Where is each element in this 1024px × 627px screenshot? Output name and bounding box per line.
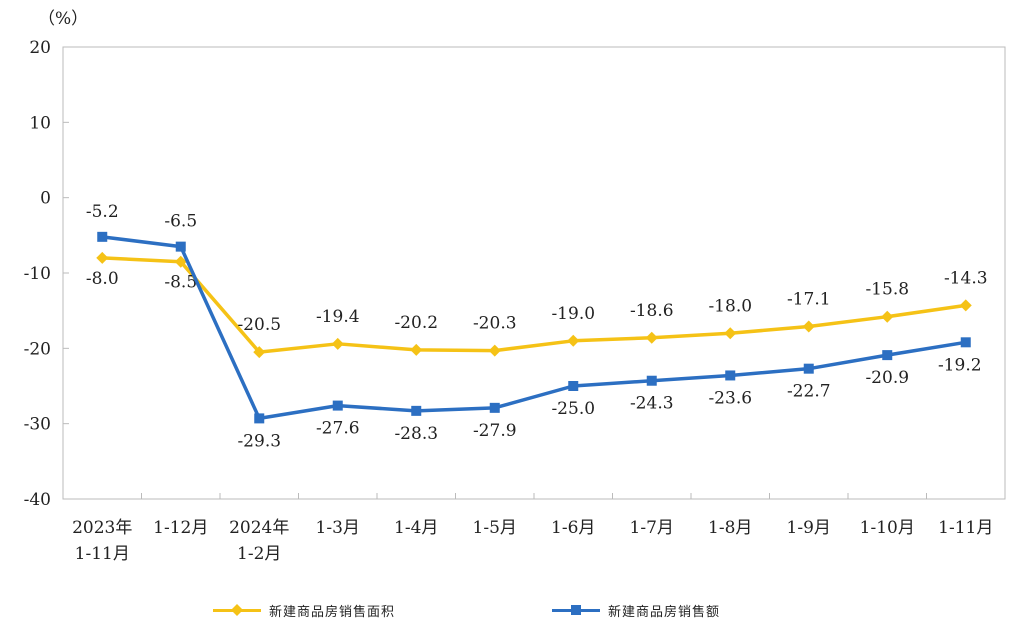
data-point-square [254, 413, 265, 424]
data-label: -20.9 [865, 368, 909, 388]
data-point-diamond [724, 327, 737, 340]
x-tick-label: 1-7月 [630, 518, 674, 538]
data-point-diamond [802, 320, 815, 333]
data-label: -18.0 [708, 296, 752, 316]
legend-line-amount [552, 604, 600, 615]
data-point-square [725, 370, 736, 381]
data-point-diamond [567, 334, 580, 347]
series-line-amount [102, 235, 967, 421]
data-label: -23.6 [708, 388, 752, 408]
legend: 新建商品房销售面积 新建商品房销售额 [0, 596, 1024, 624]
data-point-diamond [410, 343, 423, 356]
data-label: -6.5 [164, 212, 197, 232]
x-tick-label: 1-2月 [237, 544, 281, 564]
data-point-square [175, 241, 186, 252]
data-label: -17.1 [787, 289, 831, 309]
data-label: -19.4 [316, 307, 360, 327]
x-tick-label: 1-9月 [787, 518, 831, 538]
data-label: -20.5 [237, 315, 281, 335]
data-point-square [882, 350, 893, 361]
data-label: -22.7 [787, 382, 831, 402]
y-tick-label: -40 [24, 490, 51, 510]
data-point-diamond [959, 299, 972, 312]
data-point-square [97, 231, 108, 242]
square-marker-icon [571, 604, 581, 615]
data-label: -27.9 [473, 421, 517, 441]
x-tick-label: 2024年 [229, 518, 289, 538]
data-point-square [960, 337, 971, 348]
y-tick-label: 0 [40, 189, 51, 209]
x-tick-label: 1-10月 [860, 518, 915, 538]
data-point-square [803, 363, 814, 374]
legend-line-area [213, 603, 261, 616]
x-tick-label: 1-4月 [394, 518, 438, 538]
data-label: -29.3 [237, 431, 281, 451]
data-label: -25.0 [551, 399, 595, 419]
y-axis: 20 10 0 -10 -20 -30 -40 [24, 38, 69, 510]
x-tick-label: 1-11月 [938, 518, 993, 538]
y-tick-label: -20 [24, 339, 51, 359]
x-tick-label: 1-12月 [153, 518, 208, 538]
data-label: -8.0 [86, 269, 119, 289]
y-unit-label: （%） [38, 9, 88, 29]
x-tick-label: 1-6月 [551, 518, 595, 538]
y-tick-label: -30 [24, 415, 51, 435]
series-line-area [102, 256, 966, 354]
data-label: -20.2 [394, 313, 438, 333]
data-label: -27.6 [316, 419, 360, 439]
data-point-diamond [645, 331, 658, 344]
data-label: -20.3 [473, 314, 517, 334]
data-point-diamond [331, 337, 344, 350]
diamond-marker-icon [230, 603, 244, 616]
x-axis: 2023年 1-11月 1-12月 2024年 1-2月 1-3月 1-4月 1-5月 1-6月… [72, 493, 993, 564]
legend-item-amount: 新建商品房销售额 [552, 596, 720, 624]
x-tick-label: 1-3月 [316, 518, 360, 538]
x-tick-label: 1-11月 [75, 544, 130, 564]
data-point-square [489, 402, 500, 413]
data-label: -28.3 [394, 424, 438, 444]
data-point-diamond [881, 310, 894, 323]
data-label: -15.8 [865, 280, 909, 300]
data-label: -8.5 [164, 273, 197, 293]
x-tick-label: 2023年 [72, 518, 132, 538]
data-point-square [568, 381, 579, 391]
legend-label-amount: 新建商品房销售额 [608, 604, 721, 620]
data-point-diamond [96, 251, 109, 264]
y-tick-label: -10 [24, 264, 51, 284]
legend-item-area: 新建商品房销售面积 [213, 596, 395, 624]
data-point-diamond [253, 346, 266, 359]
data-point-square [332, 400, 343, 411]
data-point-square [411, 405, 422, 416]
series-layer: -8.0 -8.5 -20.5 -19.4 -20.2 -20.3 -19.0 -18.6 -1… [86, 202, 988, 452]
data-label: -5.2 [86, 202, 119, 222]
plot-frame [62, 46, 1006, 500]
legend-label-area: 新建商品房销售面积 [269, 604, 396, 620]
x-tick-label: 1-5月 [473, 518, 517, 538]
data-label: -24.3 [630, 394, 674, 414]
data-point-diamond [488, 344, 501, 357]
x-tick-label: 1-8月 [708, 518, 752, 538]
data-point-square [646, 375, 657, 386]
data-label: -19.2 [938, 355, 982, 375]
data-label: -14.3 [944, 268, 988, 288]
data-point-diamond [174, 255, 187, 268]
data-label: -19.0 [551, 304, 595, 324]
y-tick-label: 20 [29, 38, 51, 58]
y-tick-label: 10 [29, 113, 51, 133]
data-label: -18.6 [630, 301, 674, 321]
